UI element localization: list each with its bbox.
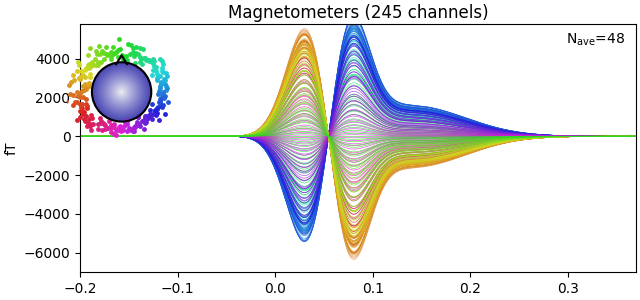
Circle shape bbox=[99, 70, 144, 114]
Y-axis label: fT: fT bbox=[4, 141, 18, 155]
Title: Magnetometers (245 channels): Magnetometers (245 channels) bbox=[228, 4, 488, 22]
Circle shape bbox=[118, 89, 125, 95]
Circle shape bbox=[104, 74, 140, 110]
Circle shape bbox=[111, 82, 132, 102]
Circle shape bbox=[101, 71, 142, 113]
Circle shape bbox=[92, 62, 151, 122]
Circle shape bbox=[95, 65, 148, 118]
Circle shape bbox=[98, 68, 145, 116]
Circle shape bbox=[117, 88, 126, 96]
Circle shape bbox=[107, 77, 136, 107]
Text: N$_{\rm ave}$=48: N$_{\rm ave}$=48 bbox=[566, 31, 625, 48]
Circle shape bbox=[93, 64, 150, 120]
Circle shape bbox=[120, 90, 123, 93]
Circle shape bbox=[105, 76, 138, 108]
Circle shape bbox=[108, 79, 135, 105]
Circle shape bbox=[97, 67, 147, 117]
Circle shape bbox=[116, 86, 127, 98]
Circle shape bbox=[109, 80, 134, 104]
Circle shape bbox=[114, 85, 129, 99]
Circle shape bbox=[113, 83, 131, 101]
Circle shape bbox=[102, 73, 141, 111]
